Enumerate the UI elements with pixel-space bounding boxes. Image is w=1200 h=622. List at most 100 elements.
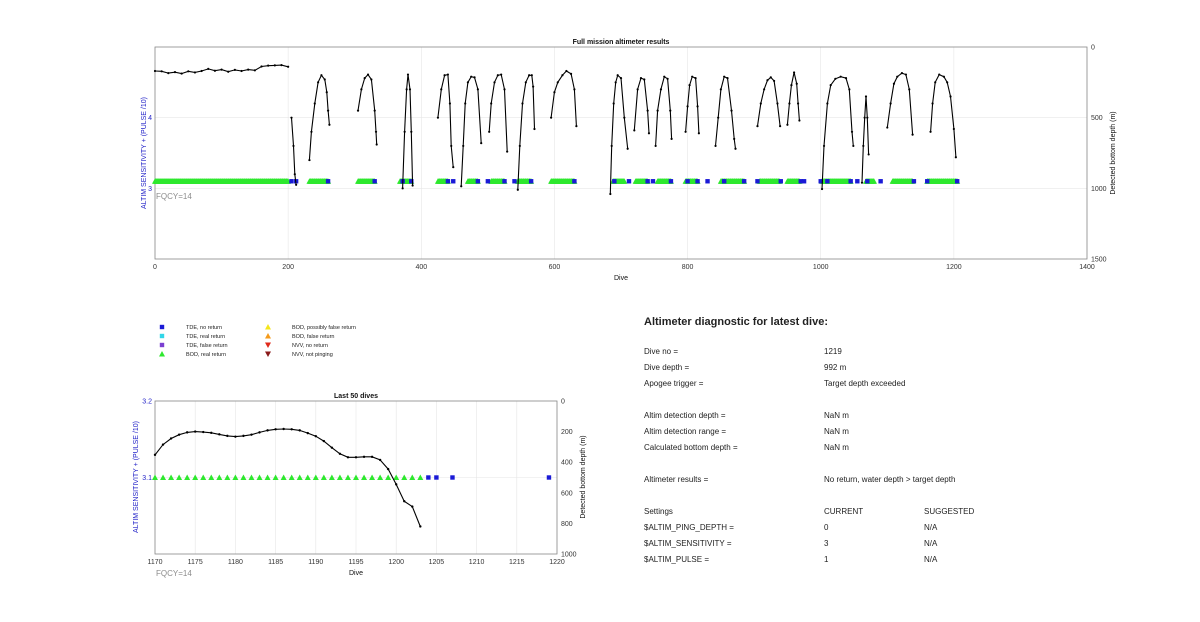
setting-current: 1 [824,555,829,564]
setting-name: $ALTIM_PULSE = [644,555,709,564]
depth-point [820,187,824,191]
depth-point [524,81,527,84]
depth-point [419,525,422,528]
depth-point [395,483,398,486]
depth-point [852,144,855,148]
depth-point [911,133,914,136]
depth-point [863,116,866,119]
depth-point [260,65,263,68]
bod-real-return-marker [152,474,158,480]
depth-point [446,73,450,76]
x-tick-label: 1205 [429,559,445,566]
bod-real-return-marker [353,474,359,480]
top-chart-frame [154,46,1088,260]
depth-series-line [488,73,508,152]
depth-point [717,116,720,119]
depth-point [234,435,237,438]
depth-point [850,130,854,133]
depth-point [411,505,414,508]
right-tick-label: 0 [1091,45,1095,52]
tde-no-return-marker [818,179,823,184]
bottom-chart-left-ylabel: ALTIM SENSITIVITY + (PULSE /10) [133,421,140,533]
depth-point [730,109,733,112]
diagnostic-row: Apogee trigger = Target depth exceeded [644,376,1124,392]
depth-point [218,433,221,436]
x-tick-label: 800 [682,264,694,271]
depth-point [362,455,366,459]
depth-series-line [633,77,650,134]
depth-point [247,68,250,71]
bod-real-return-marker [256,474,263,480]
depth-point [403,130,406,133]
depth-point [322,439,326,443]
depth-point [904,73,908,76]
top-chart-left-ylabel: ALTIM SENSITIVITY + (PULSE /10) [141,97,148,209]
x-tick-label: 1220 [549,559,565,566]
depth-point [462,144,465,148]
depth-point [363,76,366,80]
tde-no-return-marker [741,179,747,184]
depth-point [493,81,496,84]
depth-point [242,434,245,438]
depth-point [253,69,256,72]
setting-name: $ALTIM_PING_DEPTH = [644,523,734,532]
tde-no-return-marker [451,179,456,184]
tde-no-return-marker [426,475,431,480]
tde-no-return-marker [668,179,674,184]
depth-point [779,125,782,128]
x-tick-label: 1200 [388,559,404,566]
depth-point [763,88,766,91]
depth-point [864,95,868,98]
tde-no-return-marker [778,179,783,184]
x-tick-label: 1400 [1079,264,1095,271]
depth-point [733,137,736,140]
tde-no-return-marker [289,179,294,184]
depth-point [686,105,689,108]
depth-point [530,74,533,77]
depth-point [886,126,889,129]
bod-real-return-marker [176,474,183,480]
depth-point [153,69,157,73]
dive-depth-label: Dive depth = [644,363,690,372]
depth-point [946,81,949,84]
depth-point [694,76,697,80]
depth-point [258,431,261,434]
tde-no-return-marker [572,179,577,184]
altim-detection-depth-value: NaN m [824,411,849,420]
depth-point [233,68,236,71]
depth-point [697,132,700,135]
tde-no-return-marker [878,179,883,184]
depth-point [646,109,649,112]
bod-real-return-marker [870,178,877,184]
bod-real-return-marker [240,474,247,480]
left-tick-label: 3.1 [142,475,152,482]
depth-point [295,183,298,186]
tde-no-return-marker [512,179,517,184]
depth-point [450,144,453,148]
depth-series-line [930,73,957,158]
depth-point [488,130,491,133]
depth-point [889,102,892,105]
depth-point [374,130,378,133]
legend-label: TDE, false return [186,343,228,349]
tde-no-return-marker [848,179,853,184]
depth-point [528,74,531,77]
depth-point [561,74,564,77]
depth-point [550,116,553,119]
depth-point [788,102,791,105]
depth-point [565,69,568,73]
depth-point [896,75,899,78]
tde-no-return-marker [865,179,870,184]
right-tick-label: 1000 [1091,186,1107,193]
bod-real-return-marker [160,474,167,480]
depth-point [354,456,358,459]
top-chart-x-ticks: 0 200 400 600 800 1000 1200 1400 [153,264,1095,271]
depth-series-line [460,76,482,187]
right-tick-label: 400 [561,460,573,467]
legend: TDE, no return TDE, real return TDE, false… [159,324,356,358]
depth-point [626,147,629,150]
depth-point [839,75,842,78]
depth-point [298,429,301,432]
depth-point [954,156,957,159]
depth-point [306,431,309,435]
